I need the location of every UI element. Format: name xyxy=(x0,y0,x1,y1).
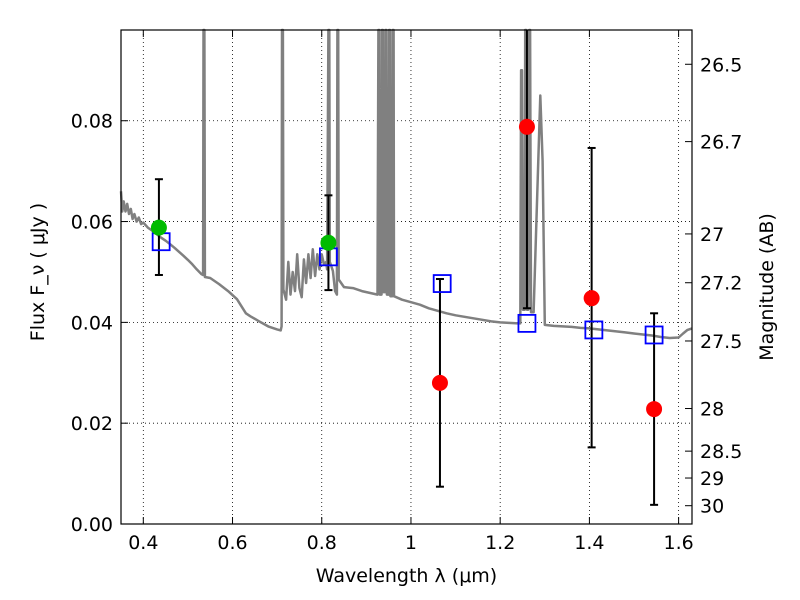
x-tick-label: 0.4 xyxy=(128,532,158,554)
x-tick-label: 1.6 xyxy=(664,532,694,554)
right-tick-label: 27.5 xyxy=(700,331,742,353)
model-photometry-square xyxy=(584,320,604,340)
y-tick-label: 0.00 xyxy=(71,514,113,536)
spectrum-line xyxy=(119,28,693,340)
right-tick-label: 27 xyxy=(700,224,724,246)
x-tick-label: 1.4 xyxy=(574,532,604,554)
observed-point xyxy=(583,290,600,307)
x-tick-label: 0.6 xyxy=(217,532,247,554)
x-axis-label: Wavelength λ (μm) xyxy=(316,565,497,587)
y-tick-label: 0.02 xyxy=(71,413,113,435)
right-tick-label: 28.5 xyxy=(700,441,742,463)
right-tick-label: 27.2 xyxy=(700,273,742,295)
right-tick-labels: 26.5 26.7 27 27.2 27.5 28 28.5 29 30 xyxy=(700,54,742,517)
right-tick-label: 26.5 xyxy=(700,54,742,76)
y-tick-label: 0.04 xyxy=(71,312,113,334)
axis-ticks xyxy=(121,30,692,525)
y-tick-labels: 0.00 0.02 0.04 0.06 0.08 xyxy=(71,111,113,536)
right-tick-label: 30 xyxy=(700,496,724,518)
x-tick-label: 0.8 xyxy=(307,532,337,554)
right-tick-label: 26.7 xyxy=(700,132,742,154)
x-tick-label: 1.2 xyxy=(485,532,515,554)
observed-point xyxy=(646,401,663,418)
model-spectrum xyxy=(119,28,693,340)
model-photometry-square xyxy=(644,325,664,345)
right-tick-label: 28 xyxy=(700,399,724,421)
detection-point xyxy=(320,234,337,251)
x-tick-label: 1 xyxy=(405,532,417,554)
observed-point xyxy=(518,118,535,135)
right-tick-label: 29 xyxy=(700,468,724,490)
y-axis-label-right: Magnitude (AB) xyxy=(756,213,778,361)
observed-point xyxy=(431,374,448,391)
y-axis-label-left: Flux F_ν ( μJy ) xyxy=(27,203,49,341)
model-photometry-square xyxy=(432,274,452,293)
y-tick-label: 0.06 xyxy=(71,212,113,234)
detection-point xyxy=(150,219,167,236)
x-tick-labels: 0.4 0.6 0.8 1 1.2 1.4 1.6 xyxy=(128,532,694,554)
y-tick-label: 0.08 xyxy=(71,111,113,133)
error-bars xyxy=(154,30,659,506)
plot-frame xyxy=(120,29,693,525)
model-photometry-square xyxy=(517,313,537,333)
data-markers xyxy=(150,118,664,418)
